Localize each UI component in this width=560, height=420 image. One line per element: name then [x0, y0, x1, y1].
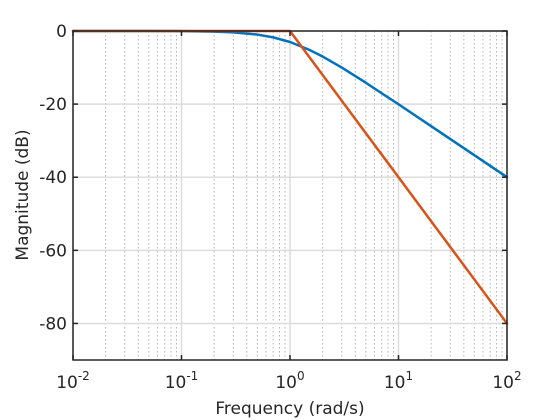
x-axis-label: Frequency (rad/s)	[215, 399, 364, 419]
x-tick-label: 101	[384, 369, 413, 393]
y-tick-label: -40	[39, 168, 67, 188]
tick-marks	[72, 30, 508, 360]
tick-labels: 0 -20 -40 -60 -80 10-2 10-1 100 101 102	[39, 22, 521, 393]
y-tick-label: -20	[39, 95, 67, 115]
x-tick-label: 10-1	[165, 369, 199, 393]
x-tick-label: 102	[492, 369, 521, 393]
x-tick-label: 10-2	[56, 369, 90, 393]
y-axis-label: Magnitude (dB)	[13, 129, 33, 260]
y-tick-label: -60	[39, 241, 67, 261]
y-tick-label: 0	[56, 22, 67, 42]
y-tick-label: -80	[39, 314, 67, 334]
x-tick-label: 100	[275, 369, 304, 393]
